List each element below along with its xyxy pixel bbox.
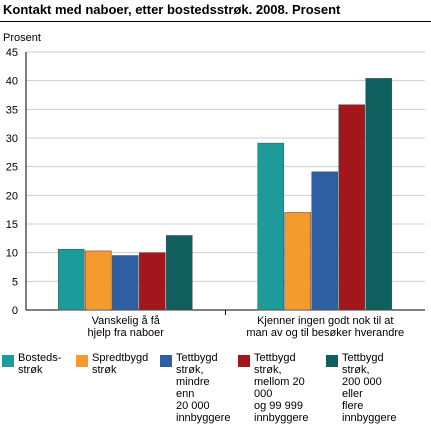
x-tick-label: hjelp fra naboer (88, 327, 165, 339)
bar (84, 250, 112, 311)
x-tick-label: Vanskelig å få (92, 315, 161, 327)
legend-label: Tettbygd strøk, mellom 20 000 og 99 999 … (254, 352, 309, 424)
y-axis-label: Prosent (3, 32, 41, 44)
legend: Bosteds- strøk Spredtbygd strøk Tettbygd… (0, 352, 431, 426)
x-tick-label: Kjenner ingen godt nok til at (257, 315, 393, 327)
x-tick-label: man av og til besøker hverandre (246, 327, 404, 339)
legend-label: Bosteds- strøk (18, 352, 62, 376)
legend-swatch (238, 355, 250, 367)
legend-swatch (326, 355, 338, 367)
bar-chart: Prosent 0 5 10 15 20 25 30 35 40 45 Vanskelig å fåh… (3, 32, 425, 339)
y-tick-label: 0 (12, 305, 18, 317)
legend-swatch (76, 355, 88, 367)
bar (138, 252, 166, 311)
bar (111, 255, 139, 311)
legend-label: Spredtbygd strøk (92, 352, 149, 376)
y-tick-label: 15 (6, 219, 18, 231)
y-tick-label: 45 (6, 47, 18, 59)
y-tick-label: 35 (6, 104, 18, 116)
bar (311, 171, 339, 311)
bar (284, 212, 312, 311)
bar (257, 142, 285, 311)
y-tick-label: 25 (6, 162, 18, 174)
bar (338, 104, 366, 311)
legend-swatch (2, 355, 14, 367)
legend-label: Tettbygd strøk, mindre enn 20 000 innbyg… (176, 352, 231, 424)
chart-title: Kontakt med naboer, etter bostedsstrøk. … (3, 2, 341, 17)
y-tick-label: 20 (6, 190, 18, 202)
legend-label: Tettbygd strøk, 200 000 eller flere innb… (342, 352, 397, 424)
title-rule (0, 21, 431, 22)
bar (165, 235, 193, 311)
bar (57, 248, 85, 311)
y-tick-label: 30 (6, 133, 18, 145)
y-tick-label: 5 (12, 276, 18, 288)
bar (365, 78, 393, 311)
y-tick-label: 40 (6, 76, 18, 88)
y-tick-label: 10 (6, 248, 18, 260)
legend-swatch (160, 355, 172, 367)
